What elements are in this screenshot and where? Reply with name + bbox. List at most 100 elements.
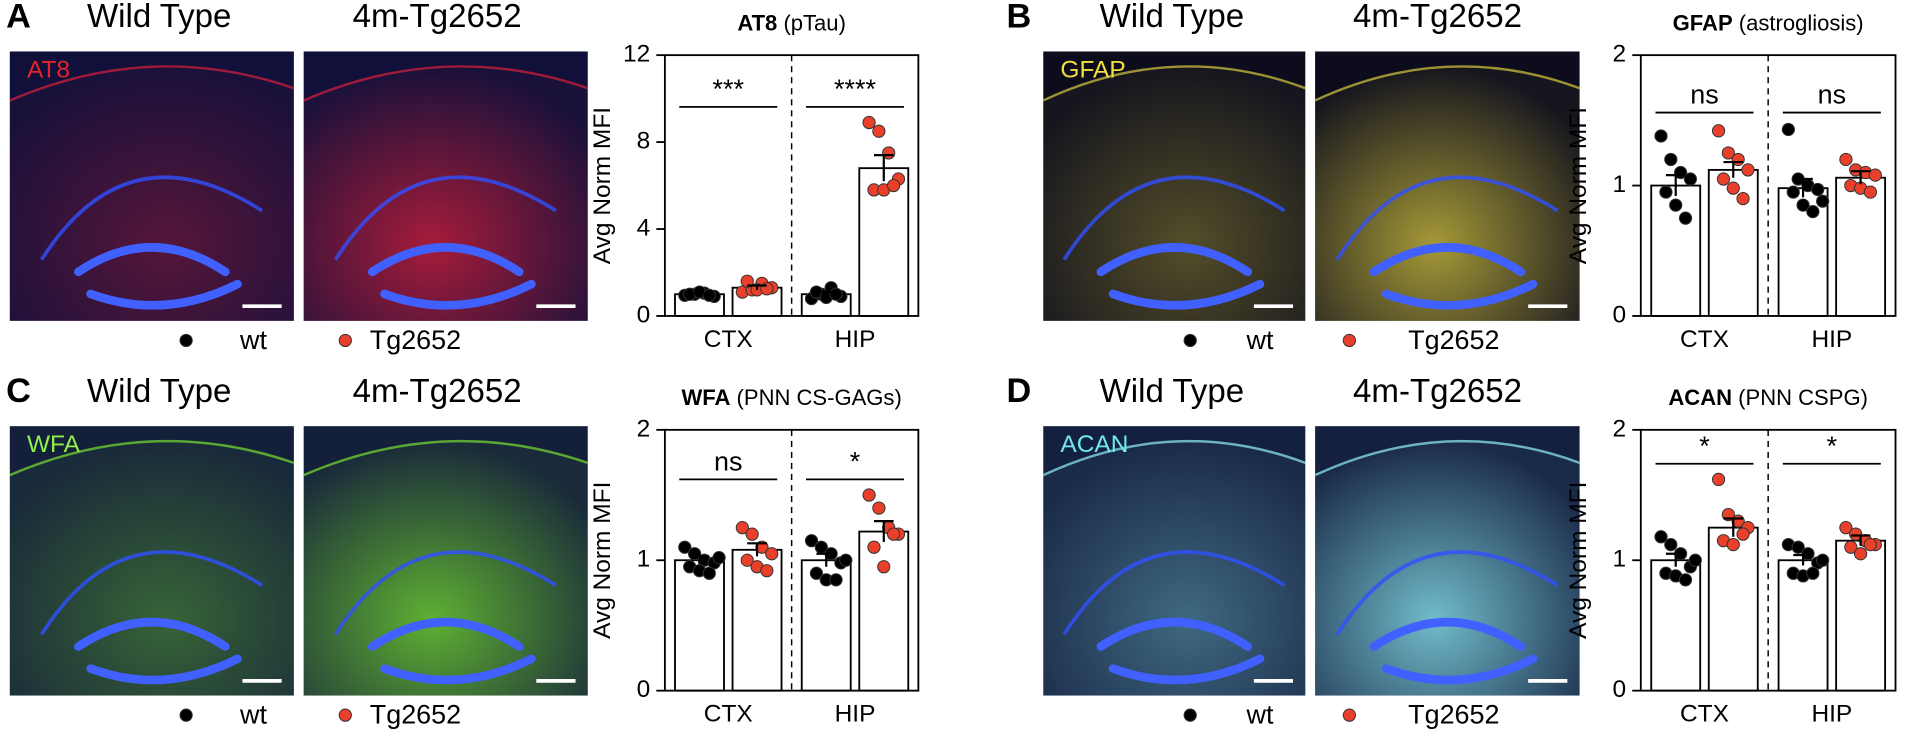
x-tick-label: CTX	[1680, 701, 1729, 728]
data-point	[745, 527, 759, 541]
data-point	[1741, 163, 1755, 177]
panel-letter: D	[1007, 372, 1032, 410]
legend-marker	[338, 333, 352, 348]
tissue	[1315, 441, 1580, 696]
data-point	[1801, 547, 1815, 561]
stain-label: WFA	[27, 431, 81, 458]
data-point	[1781, 122, 1795, 137]
panel-letter: C	[6, 372, 31, 410]
tissue	[9, 441, 294, 696]
hippocampus	[40, 550, 264, 636]
bar	[1835, 539, 1887, 692]
y-tick-label: 8	[637, 128, 651, 155]
data-point	[1786, 185, 1800, 199]
title-note: (astrogliosis)	[1739, 10, 1864, 35]
data-point	[1726, 181, 1740, 195]
data-point	[678, 540, 692, 554]
data-point	[1678, 573, 1693, 587]
image-label: Wild Type	[1100, 373, 1244, 410]
legend-label: Tg2652	[1408, 699, 1499, 729]
data-point	[829, 573, 843, 587]
title-main: AT8	[737, 10, 777, 35]
y-tick-label: 0	[637, 301, 651, 328]
dentate-gyrus	[74, 617, 242, 685]
stain-label: GFAP	[1060, 57, 1125, 84]
data-point	[1844, 540, 1858, 554]
significance-label: *	[1699, 431, 1710, 461]
y-tick-label: 0	[637, 676, 651, 703]
data-point	[1654, 129, 1668, 143]
tissue-edge	[1042, 65, 1306, 102]
tissue	[1043, 441, 1306, 696]
y-tick-label: 0	[1613, 676, 1627, 703]
data-point	[829, 287, 843, 301]
significance-label: *	[1827, 431, 1838, 461]
data-point	[760, 564, 774, 578]
y-axis-label: Avg Norm MFI	[589, 482, 616, 639]
title-note: (PNN CS-GAGs)	[737, 385, 902, 410]
panel-letter: B	[1007, 0, 1032, 35]
significance-label: ns	[1690, 80, 1718, 110]
chart-title: WFA (PNN CS-GAGs)	[681, 385, 901, 410]
x-tick-label: HIP	[835, 701, 876, 728]
bar	[1835, 176, 1887, 317]
data-point	[1811, 182, 1825, 197]
data-point	[1863, 537, 1878, 552]
image-label: 4m-Tg2652	[353, 0, 522, 35]
data-point	[877, 560, 891, 574]
image-label: 4m-Tg2652	[1353, 0, 1522, 35]
data-point	[1678, 211, 1693, 225]
tissue	[1043, 66, 1306, 321]
data-point	[886, 178, 901, 193]
tissue-edge	[9, 65, 295, 102]
image-label: Wild Type	[87, 373, 231, 410]
data-point	[867, 540, 881, 554]
tissue-edge	[1314, 65, 1581, 102]
x-tick-label: HIP	[1811, 701, 1852, 728]
data-point	[765, 547, 779, 561]
legend-label: wt	[239, 325, 267, 355]
legend-marker	[1342, 333, 1357, 348]
data-point	[872, 124, 886, 138]
legend-label: wt	[1246, 699, 1274, 729]
data-point	[740, 553, 754, 567]
legend-marker	[179, 708, 193, 722]
legend-label: Tg2652	[1408, 325, 1499, 355]
y-tick-label: 12	[623, 41, 650, 68]
data-point	[712, 551, 726, 565]
significance-label: ***	[713, 74, 745, 104]
image-label: Wild Type	[1100, 0, 1244, 35]
tissue-edge	[1042, 439, 1306, 477]
hippocampus	[333, 175, 557, 261]
hippocampus	[1062, 175, 1286, 261]
tissue	[9, 66, 294, 321]
data-point	[1726, 537, 1740, 552]
data-point	[1839, 152, 1853, 167]
legend-label: wt	[239, 699, 267, 729]
data-point	[839, 553, 853, 567]
data-point	[735, 521, 749, 535]
data-point	[886, 527, 901, 541]
dentate-gyrus	[1369, 243, 1538, 310]
dentate-gyrus	[1096, 617, 1265, 685]
chart-title: GFAP (astrogliosis)	[1673, 10, 1864, 35]
y-tick-label: 2	[1613, 41, 1627, 68]
x-tick-label: CTX	[704, 326, 753, 353]
data-point	[1654, 530, 1668, 544]
legend-marker	[338, 708, 352, 722]
chart-title: AT8 (pTau)	[737, 10, 846, 35]
data-point	[862, 115, 876, 130]
dentate-gyrus	[367, 243, 536, 310]
x-tick-label: HIP	[1811, 326, 1852, 353]
y-axis-label: Avg Norm MFI	[1565, 107, 1592, 264]
y-tick-label: 4	[637, 214, 651, 241]
stain-label: AT8	[27, 57, 70, 84]
y-axis-label: Avg Norm MFI	[1565, 482, 1592, 639]
stain-label: ACAN	[1060, 431, 1128, 458]
data-point	[1868, 168, 1882, 182]
y-tick-label: 1	[1613, 546, 1627, 573]
data-point	[1816, 553, 1830, 567]
y-tick-label: 1	[1613, 171, 1627, 198]
data-point	[1721, 146, 1735, 160]
hippocampus	[1335, 550, 1559, 636]
